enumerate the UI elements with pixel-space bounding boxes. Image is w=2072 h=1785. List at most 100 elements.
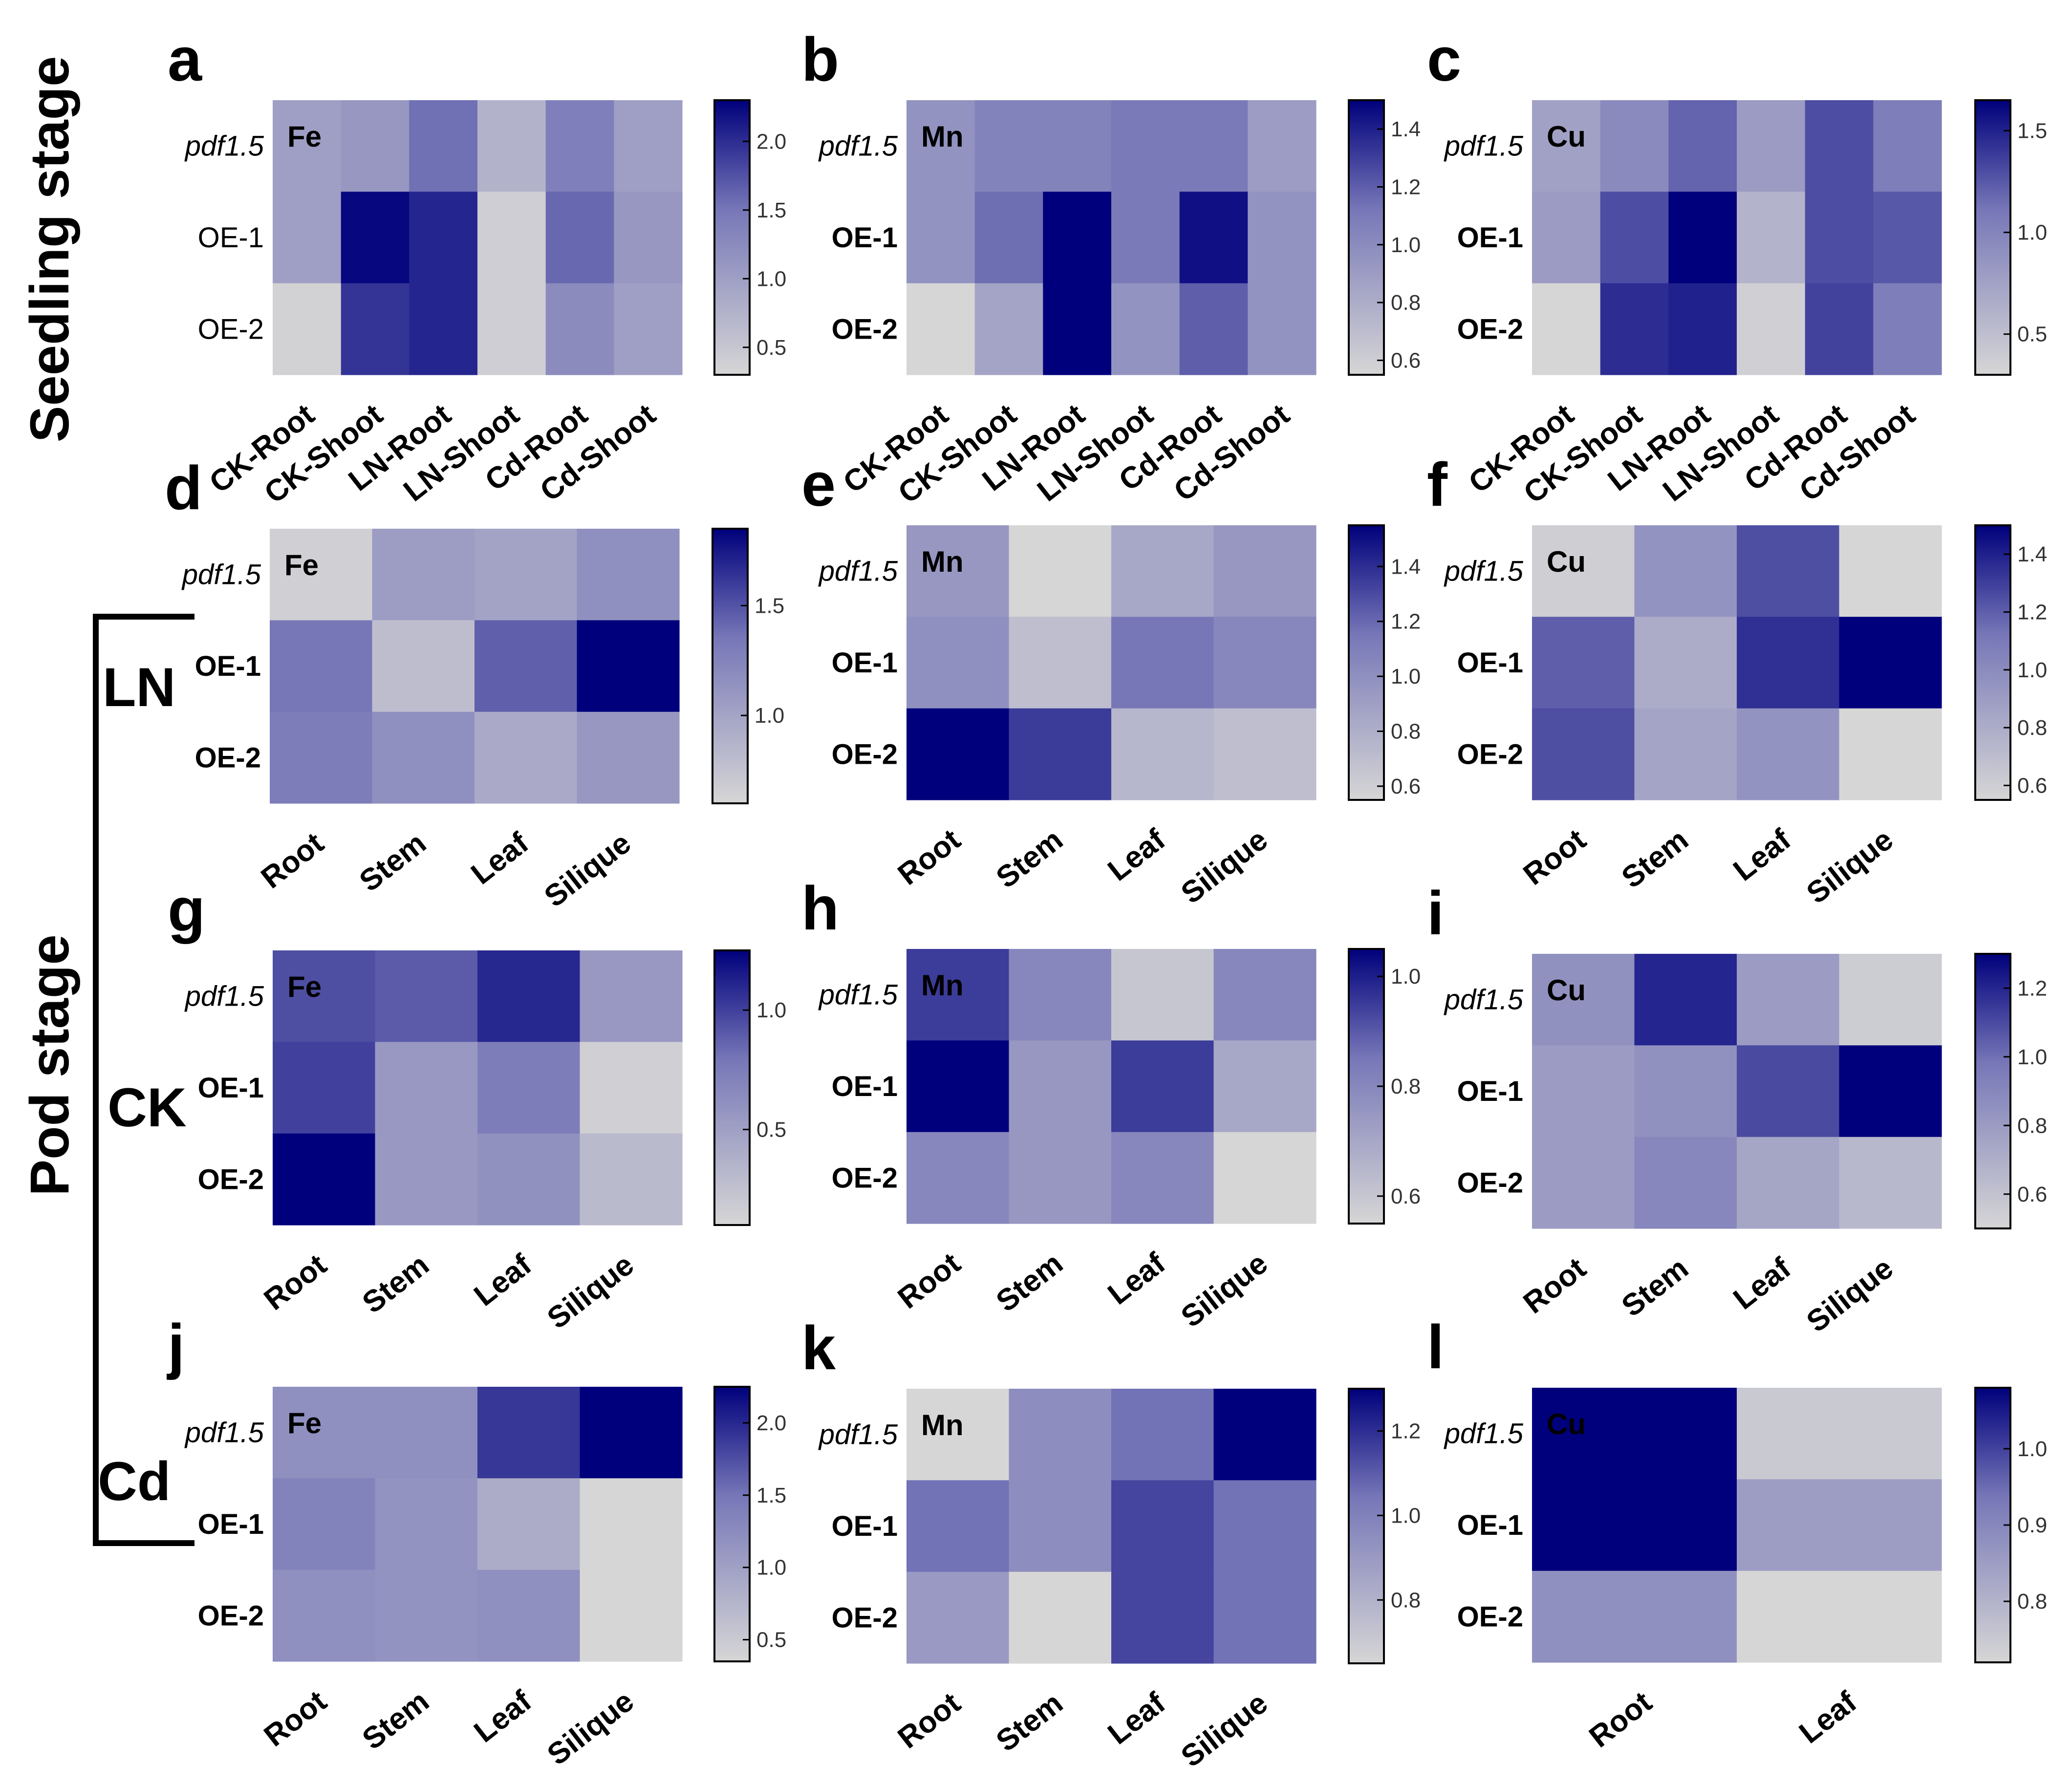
heatmap-cell: [1009, 617, 1112, 709]
heatmap-cell: [375, 1042, 478, 1134]
row-label: OE-1: [198, 222, 264, 254]
heatmap-cell: [1213, 1389, 1317, 1481]
column-label: Leaf: [1101, 822, 1171, 887]
colorbar-tick-label: 0.8: [2017, 1114, 2047, 1138]
heatmap-cell: [273, 100, 342, 192]
heatmap-cell: [1668, 283, 1737, 375]
heatmap-cell: [341, 100, 410, 192]
heatmap-cell: [375, 1133, 478, 1226]
panel-j: j Fe pdf1.5 OE-1 OE-2 Root Stem Leaf Silique 2.0 1…: [167, 1312, 786, 1772]
panel-letter: c: [1427, 25, 1461, 94]
heatmap-cell: [906, 617, 1010, 709]
heatmap-cell: [1839, 1137, 1942, 1229]
heatmap-cell: [1634, 1137, 1737, 1229]
heatmap-cell: [1532, 1045, 1635, 1138]
heatmap-cell: [477, 1570, 581, 1662]
heatmap-cell: [273, 192, 342, 284]
heatmap-cell: [906, 283, 975, 375]
colorbar-tick-label: 0.8: [1391, 291, 1421, 315]
heatmap-cell: [1111, 1571, 1214, 1664]
heatmap-cell: [580, 1478, 683, 1570]
row-label: pdf1.5: [181, 559, 261, 591]
element-label: Cu: [1547, 120, 1586, 153]
colorbar-tick-label: 1.2: [2017, 976, 2047, 1000]
colorbar-tick-label: 1.2: [1391, 1419, 1421, 1443]
heatmap-cell: [1111, 100, 1180, 192]
colorbar-tick-label: 1.5: [755, 594, 784, 618]
column-label: Root: [1517, 823, 1593, 892]
colorbar: [713, 949, 751, 1226]
column-label: Stem: [990, 1247, 1069, 1319]
element-label: Fe: [287, 1407, 322, 1440]
heatmap-cell: [580, 1387, 683, 1479]
heatmap-cell: [1213, 1480, 1317, 1572]
colorbar-tick-label: 1.4: [1391, 555, 1421, 579]
panel-letter: g: [168, 875, 205, 944]
element-label: Mn: [921, 545, 964, 578]
heatmap-cell: [273, 1133, 376, 1226]
row-label: OE-2: [1457, 1167, 1523, 1199]
row-label: OE-1: [832, 1510, 898, 1542]
heatmap-cell: [1532, 617, 1635, 709]
column-label: Leaf: [468, 1684, 538, 1749]
row-label: OE-1: [1457, 1075, 1523, 1107]
panel-e: e Mn pdf1.5 OE-1 OE-2 Root Stem Leaf Silique 1.4 1…: [801, 450, 1421, 910]
column-label: Leaf: [1727, 1251, 1797, 1316]
row-label: OE-2: [1457, 738, 1523, 770]
panel-d: d Fe pdf1.5 OE-1 OE-2 Root Stem Leaf Silique 1.5 1…: [165, 453, 784, 914]
heatmap-cell: [1873, 283, 1942, 375]
heatmap-cell: [1111, 192, 1180, 284]
heatmap-cell: [375, 950, 478, 1042]
row-label: OE-2: [832, 1602, 898, 1634]
heatmap-cell: [270, 529, 373, 621]
heatmap-cell: [614, 192, 683, 284]
heatmap-cell: [1737, 283, 1806, 375]
heatmap-cell: [580, 1042, 683, 1134]
heatmap-cell: [409, 100, 478, 192]
column-label: Silique: [541, 1684, 640, 1772]
colorbar-tick-label: 1.0: [1391, 1504, 1421, 1527]
heatmap-cell: [1532, 1570, 1737, 1663]
heatmap-cell: [1737, 525, 1840, 617]
column-label: Silique: [538, 826, 637, 914]
heatmap-cell: [906, 525, 1010, 617]
heatmap-cell: [1737, 617, 1840, 709]
heatmap-cell: [475, 529, 578, 621]
heatmap-cell: [1737, 1388, 1942, 1480]
colorbar-tick-label: 0.8: [1391, 1588, 1421, 1612]
heatmap-cell: [1839, 954, 1942, 1046]
heatmap-cell: [1634, 954, 1737, 1046]
panel-letter: l: [1427, 1312, 1444, 1381]
column-label: Silique: [541, 1248, 640, 1336]
colorbar-tick-label: 1.0: [756, 998, 786, 1022]
row-label: OE-2: [832, 738, 898, 770]
heatmap-cell: [477, 1133, 581, 1226]
colorbar-tick-label: 1.0: [755, 704, 784, 728]
heatmap-cell: [1532, 1388, 1737, 1480]
colorbar-tick-label: 1.2: [1391, 610, 1421, 634]
heatmap-cell: [273, 283, 342, 375]
element-label: Cu: [1547, 545, 1586, 578]
heatmap-cell: [1111, 1040, 1214, 1133]
element-label: Fe: [287, 970, 322, 1003]
heatmap-cell: [974, 192, 1043, 284]
colorbar-tick-label: 0.5: [756, 1628, 786, 1652]
colorbar-tick-label: 0.5: [756, 1118, 786, 1142]
element-label: Cu: [1547, 1408, 1586, 1441]
heatmap-cell: [1009, 708, 1112, 800]
heatmap-cell: [1009, 1132, 1112, 1224]
column-label: Leaf: [1727, 822, 1797, 887]
row-label: pdf1.5: [1444, 984, 1524, 1016]
column-label: Stem: [1616, 1251, 1695, 1324]
heatmap-cell: [1213, 1571, 1317, 1664]
heatmap-cell: [1737, 192, 1806, 284]
column-label: Silique: [1800, 1251, 1899, 1339]
row-label: OE-2: [198, 1600, 264, 1632]
heatmap-cell: [1668, 192, 1737, 284]
row-label: pdf1.5: [818, 1419, 898, 1451]
colorbar-tick-label: 0.6: [1391, 348, 1421, 372]
panel-i: i Cu pdf1.5 OE-1 OE-2 Root Stem Leaf Silique 1.2 1…: [1427, 879, 2047, 1339]
heatmap-cell: [1009, 949, 1112, 1041]
column-label: Stem: [356, 1248, 435, 1320]
heatmap-cell: [1532, 1137, 1635, 1229]
